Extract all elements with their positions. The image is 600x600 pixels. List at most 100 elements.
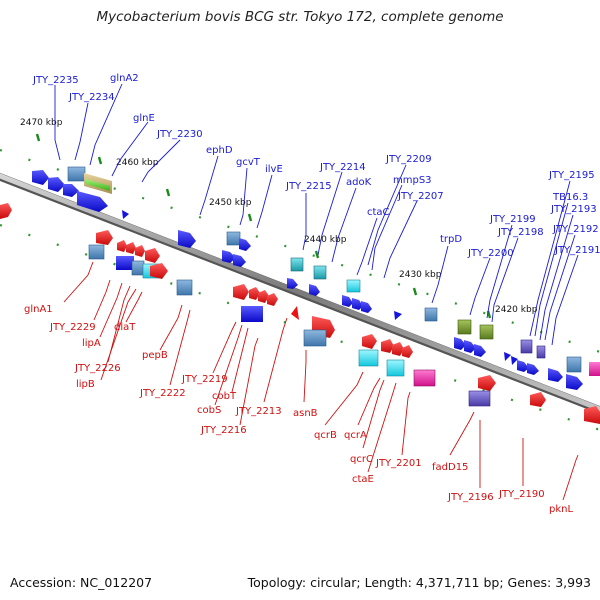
scale-label: 2420 kbp [495,305,538,315]
gene-arrow-reverse[interactable] [135,245,145,257]
gene-box-pepB[interactable] [176,279,193,296]
gene-box-JTY_2213[interactable] [303,329,327,347]
gene-arrow-reverse[interactable] [392,342,404,356]
gene-label: ctaE [352,474,374,485]
scale-tick [247,213,253,222]
gene-box-JTY_2198[interactable] [479,324,494,340]
scale-tick [165,188,171,197]
gene-arrow-forward[interactable] [566,374,583,390]
gene-box-qcrB[interactable] [358,349,379,367]
gene-arrow-forward[interactable] [517,360,529,372]
gene-box-adoK[interactable] [313,265,327,280]
gene-box-JTY_2193[interactable] [520,339,533,354]
gene-box-glnA1[interactable] [88,244,105,260]
gene-label: JTY_2215 [285,181,332,192]
scale-label: 2450 kbp [209,198,252,208]
gene-arrow-forward[interactable] [309,284,320,296]
scale-tick [97,156,103,165]
gene-arrow-forward[interactable] [527,363,539,375]
gene-label: JTY_2190 [498,489,545,500]
gene-arrow-reverse[interactable] [117,240,127,252]
gene-arrow-forward[interactable] [178,230,196,248]
gene-box-JTY_2201[interactable] [413,369,436,387]
gene-label: pknL [549,504,573,515]
gene-label: JTY_2234 [68,92,115,103]
gene-arrow-forward[interactable] [239,238,251,251]
gene-box-JTY_2219[interactable] [241,306,263,322]
gene-box-fadD15[interactable] [468,390,491,407]
gene-label: JTY_2207 [397,191,444,202]
gene-label: trpD [440,234,462,245]
gene-box-ctaC[interactable] [346,279,361,293]
gene-arrow-reverse[interactable] [145,248,160,263]
gene-label: gcvT [236,157,261,168]
gene-arrow-forward[interactable] [287,278,298,289]
gene-box-qcrA[interactable] [386,359,405,377]
gene-box-JTY_2229[interactable] [116,256,134,270]
gene-arrow-reverse[interactable] [96,230,113,245]
gene-arrow-reverse[interactable] [249,287,260,300]
gene-arrow-forward[interactable] [454,337,466,350]
gene-arrow-forward[interactable] [342,295,353,307]
gene-arrow-reverse[interactable] [362,334,377,349]
gene-box-lipA[interactable] [131,260,145,276]
gene-arrow-reverse[interactable] [267,293,278,306]
gene-arrow-forward[interactable] [464,340,476,353]
gene-arrow-reverse[interactable] [381,339,394,353]
gene-arrow-reverse[interactable] [402,345,413,358]
gene-box-JTY_2191[interactable] [566,356,582,373]
gene-box-JTY_2192[interactable] [536,345,546,359]
gene-box-JTY_2214[interactable] [290,257,304,272]
gene-arrow-forward[interactable] [511,356,518,365]
gene-box-gcvT[interactable] [226,231,241,246]
gene-arrow-reverse[interactable] [150,263,168,279]
reverse-labels: glnA1 JTY_2229 lipA JTY_2226 lipB dlaT p… [24,261,579,515]
gene-label: JTY_2230 [156,129,203,140]
gene-box-edge[interactable] [589,362,600,376]
gene-arrow-forward[interactable] [361,301,372,313]
gene-arrow-reverse[interactable] [530,392,546,407]
gene-arrow-forward[interactable] [394,311,402,320]
scale-labels: 2470 kbp 2460 kbp 2450 kbp 2440 kbp 2430… [20,118,538,315]
gene-arrow-forward[interactable] [122,210,129,219]
gene-label: JTY_2200 [467,248,514,259]
gene-box-trpD[interactable] [424,307,438,322]
scale-label: 2470 kbp [20,118,63,128]
gene-arrow-reverse[interactable] [584,406,600,424]
gene-box-JTY_2199[interactable] [457,319,472,335]
gene-label: JTY_2222 [139,388,186,399]
gene-box-glnE[interactable] [67,166,86,182]
gene-label: ctaC [367,207,390,218]
gene-arrow-reverse[interactable] [233,284,249,300]
gene-arrow-forward[interactable] [63,184,79,197]
forward-genes[interactable] [32,166,600,390]
gene-arrow-reverse[interactable] [258,290,269,303]
gene-arrow-forward[interactable] [77,191,108,212]
gene-label: JTY_2196 [447,492,494,503]
gene-arrow-forward[interactable] [222,250,236,263]
gene-arrow-forward[interactable] [548,368,563,382]
gene-label: qcrA [344,430,367,441]
gene-arrow-reverse[interactable] [291,306,299,320]
gene-arrow-reverse[interactable] [0,203,12,219]
gene-label: qcrB [314,430,337,441]
gene-arrow-reverse[interactable] [126,242,136,254]
reverse-genes[interactable] [0,203,600,424]
gene-label: JTY_2214 [319,162,366,173]
gene-box-glnA2-inner[interactable] [86,179,110,191]
scale-label: 2430 kbp [399,270,442,280]
gene-arrow-forward[interactable] [48,177,65,192]
gene-arrow-reverse[interactable] [478,375,496,391]
gene-arrow-forward[interactable] [352,298,363,310]
gene-arrow-forward[interactable] [233,254,246,267]
gene-arrow-forward[interactable] [474,344,486,357]
scale-label: 2440 kbp [304,235,347,245]
gene-label: JTY_2193 [550,204,597,215]
gene-arrow-forward[interactable] [32,170,49,185]
gene-label: JTY_2229 [49,322,96,333]
gene-arrow-forward[interactable] [504,352,511,361]
scale-tick [314,250,320,259]
gene-label: dlaT [114,322,136,333]
gene-label: JTY_2195 [548,170,595,181]
